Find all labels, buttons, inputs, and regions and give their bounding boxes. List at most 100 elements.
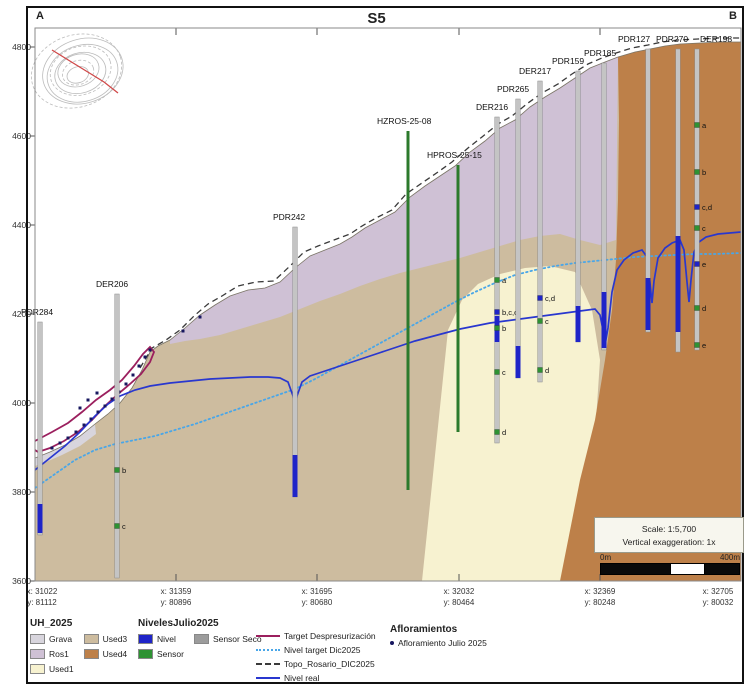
x-axis-label: y: 80032 bbox=[703, 598, 734, 607]
legend-swatch bbox=[83, 633, 99, 644]
borehole-DER206 bbox=[114, 293, 120, 579]
borehole-PDR127 bbox=[645, 48, 651, 333]
inset-contour bbox=[30, 33, 123, 109]
afloramiento-dot bbox=[137, 364, 141, 368]
borehole-DER216-marker bbox=[494, 325, 500, 331]
legend-item: Nivel real bbox=[256, 673, 376, 683]
borehole-marker-label: c bbox=[122, 522, 126, 531]
inset-contour bbox=[66, 66, 89, 84]
inset-contour bbox=[62, 59, 95, 86]
legend-niveles-items: Nivel Sensor Sensor Seco bbox=[138, 632, 262, 660]
borehole-PDR185-level-segment bbox=[601, 292, 607, 348]
borehole-DER198-marker bbox=[694, 342, 700, 348]
legend-label: Nivel target Dic2025 bbox=[284, 645, 361, 655]
borehole-label: DER206 bbox=[96, 279, 128, 289]
borehole-DER198-marker bbox=[694, 305, 700, 311]
inset-contour bbox=[54, 51, 107, 94]
unit-ros1 bbox=[170, 57, 618, 344]
afloramiento-dot bbox=[181, 329, 185, 333]
legend-item: Used1 bbox=[30, 662, 74, 675]
topo-rosario-dashed-line bbox=[139, 37, 741, 369]
scale-bar-start-label: 0m bbox=[600, 553, 612, 562]
borehole-DER217 bbox=[537, 80, 543, 383]
x-axis-label: x: 31022 bbox=[27, 587, 58, 596]
legend-label: Grava bbox=[49, 633, 73, 644]
legend-swatch bbox=[30, 663, 45, 674]
borehole-marker-label: e bbox=[702, 260, 706, 269]
legend-item: Afloramiento Julio 2025 bbox=[390, 638, 487, 648]
inset-contour bbox=[57, 53, 100, 88]
borehole-DER206-marker bbox=[114, 523, 120, 529]
borehole-marker-label: a bbox=[502, 276, 507, 285]
unit-used1 bbox=[422, 266, 600, 581]
afloramiento-dot bbox=[143, 355, 147, 359]
borehole-marker-label: d bbox=[545, 366, 549, 375]
legend-item: Topo_Rosario_DIC2025 bbox=[256, 659, 376, 669]
borehole-label: DER217 bbox=[519, 66, 551, 76]
afloramiento-dot bbox=[74, 430, 78, 434]
legend-swatch bbox=[30, 648, 45, 659]
nivel-target-dotted-line bbox=[35, 252, 741, 489]
legend-line-sample bbox=[256, 649, 280, 651]
borehole-HZROS-25-08 bbox=[406, 131, 410, 490]
borehole-PDR185 bbox=[601, 62, 607, 351]
legend-label: Nivel real bbox=[284, 673, 320, 683]
borehole-PDR159-level-segment bbox=[575, 306, 581, 342]
afloramiento-dot bbox=[124, 382, 128, 386]
borehole-DER198 bbox=[694, 48, 700, 351]
afloramiento-dot bbox=[95, 391, 99, 395]
legend-line-sample bbox=[256, 677, 280, 679]
borehole-DER216-marker bbox=[494, 309, 500, 315]
borehole-label: PDR284 bbox=[21, 307, 53, 317]
borehole-marker-label: c bbox=[702, 224, 706, 233]
section-title: S5 bbox=[367, 10, 386, 27]
afloramiento-dot bbox=[50, 446, 54, 450]
legend-swatch bbox=[138, 633, 153, 644]
legend-afloramientos-header: Afloramientos bbox=[390, 624, 458, 635]
legend-label: Used4 bbox=[102, 648, 128, 659]
legend-label: Target Despresurización bbox=[284, 631, 376, 641]
afloramiento-dot bbox=[96, 410, 100, 414]
afloramiento-dot bbox=[89, 417, 93, 421]
legend-label: Ros1 bbox=[49, 648, 69, 659]
borehole-HPROS-25-15 bbox=[456, 165, 460, 432]
scale-bar-graphic bbox=[600, 563, 740, 575]
scale-box: Scale: 1:5,700 Vertical exaggeration: 1x bbox=[594, 517, 744, 553]
borehole-DER198-marker bbox=[694, 204, 700, 210]
borehole-DER198-marker bbox=[694, 261, 700, 267]
legend-label: Afloramiento Julio 2025 bbox=[398, 638, 487, 648]
x-axis-label: y: 80680 bbox=[302, 598, 333, 607]
borehole-PDR270 bbox=[675, 48, 681, 353]
borehole-DER198-marker bbox=[694, 122, 700, 128]
scale-bar-segment bbox=[670, 564, 705, 574]
borehole-DER198-marker bbox=[694, 225, 700, 231]
legend-swatch bbox=[30, 633, 45, 644]
legend-niveles-header: NivelesJulio2025 bbox=[138, 618, 219, 629]
y-axis-label: 3600 bbox=[12, 576, 31, 586]
legend-item: Target Despresurización bbox=[256, 631, 376, 641]
borehole-PDR127-level-segment bbox=[645, 278, 651, 330]
borehole-DER216-marker bbox=[494, 369, 500, 375]
inset-contour bbox=[49, 45, 112, 96]
legend-lines: Target Despresurización Nivel target Dic2… bbox=[256, 631, 376, 683]
borehole-PDR242-level-segment bbox=[292, 455, 298, 497]
borehole-marker-label: b bbox=[122, 466, 126, 475]
legend-afloramientos: Afloramientos Afloramiento Julio 2025 bbox=[390, 624, 487, 648]
x-axis-label: x: 32032 bbox=[444, 587, 475, 596]
borehole-label: PDR242 bbox=[273, 212, 305, 222]
legend-afloramientos-items: Afloramiento Julio 2025 bbox=[390, 638, 487, 648]
borehole-DER217-marker bbox=[537, 295, 543, 301]
inset-contour bbox=[46, 44, 119, 103]
legend-item: Nivel bbox=[138, 632, 184, 645]
y-axis-label: 3800 bbox=[12, 487, 31, 497]
legend-item: Grava bbox=[30, 632, 74, 645]
borehole-marker-label: d bbox=[502, 428, 506, 437]
legend-label: Sensor bbox=[157, 648, 184, 659]
borehole-marker-label: b bbox=[502, 324, 506, 333]
borehole-label: PDR270 bbox=[656, 34, 688, 44]
borehole-label: PDR185 bbox=[584, 48, 616, 58]
afloramiento-dot-icon bbox=[390, 641, 394, 645]
borehole-marker-label: a bbox=[702, 121, 707, 130]
borehole-marker-label: d bbox=[702, 304, 706, 313]
